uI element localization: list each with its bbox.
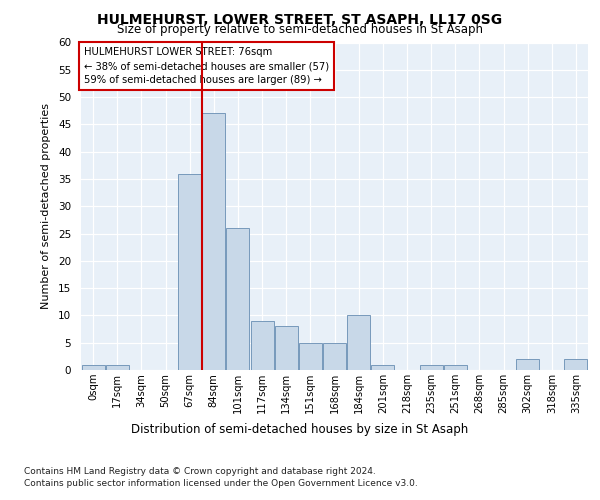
Text: Contains public sector information licensed under the Open Government Licence v3: Contains public sector information licen…	[24, 479, 418, 488]
Text: Contains HM Land Registry data © Crown copyright and database right 2024.: Contains HM Land Registry data © Crown c…	[24, 468, 376, 476]
Bar	[444, 364, 467, 370]
Bar	[299, 342, 322, 370]
Y-axis label: Number of semi-detached properties: Number of semi-detached properties	[41, 104, 51, 309]
Bar	[371, 364, 394, 370]
Bar	[178, 174, 201, 370]
Bar	[347, 316, 370, 370]
Bar	[516, 359, 539, 370]
Bar	[251, 321, 274, 370]
Bar	[275, 326, 298, 370]
Text: Distribution of semi-detached houses by size in St Asaph: Distribution of semi-detached houses by …	[131, 422, 469, 436]
Bar	[226, 228, 250, 370]
Text: Size of property relative to semi-detached houses in St Asaph: Size of property relative to semi-detach…	[117, 22, 483, 36]
Bar	[323, 342, 346, 370]
Bar	[419, 364, 443, 370]
Text: HULMEHURST LOWER STREET: 76sqm
← 38% of semi-detached houses are smaller (57)
59: HULMEHURST LOWER STREET: 76sqm ← 38% of …	[83, 48, 329, 86]
Bar	[202, 114, 225, 370]
Text: HULMEHURST, LOWER STREET, ST ASAPH, LL17 0SG: HULMEHURST, LOWER STREET, ST ASAPH, LL17…	[97, 12, 503, 26]
Bar	[565, 359, 587, 370]
Bar	[106, 364, 128, 370]
Bar	[82, 364, 104, 370]
